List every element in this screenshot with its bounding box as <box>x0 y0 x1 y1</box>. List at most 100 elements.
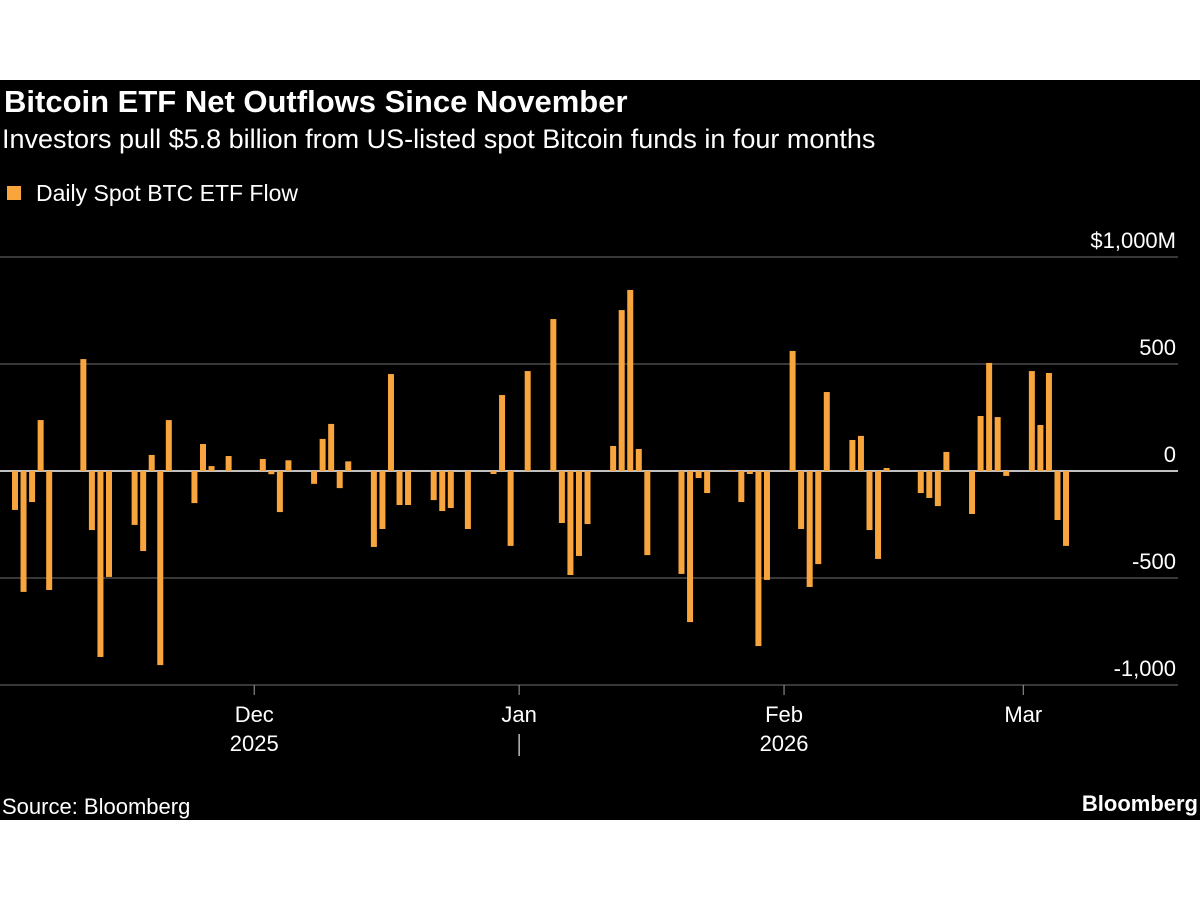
bar <box>12 471 18 510</box>
bar <box>148 454 155 471</box>
bar <box>806 471 813 587</box>
brand: Bloomberg <box>1082 791 1198 816</box>
bar <box>387 374 394 471</box>
bar <box>20 471 27 592</box>
bar <box>704 471 711 494</box>
bar <box>1045 372 1052 471</box>
bar <box>558 471 565 524</box>
bar <box>311 471 318 484</box>
bar <box>977 416 984 471</box>
y-tick-label: 500 <box>1139 335 1176 360</box>
bar <box>336 471 343 489</box>
source: Source: Bloomberg <box>2 794 190 819</box>
bar <box>1028 371 1035 471</box>
bar <box>627 289 634 471</box>
legend-label: Daily Spot BTC ETF Flow <box>36 180 298 206</box>
bar <box>584 471 591 525</box>
bar <box>866 471 873 531</box>
bar <box>208 466 215 471</box>
bar <box>46 471 53 590</box>
chart-title: Bitcoin ETF Net Outflows Since November <box>4 84 628 119</box>
bar <box>131 471 138 525</box>
bar <box>738 471 745 503</box>
bar <box>763 471 770 580</box>
bar <box>575 471 582 556</box>
bar <box>934 471 941 507</box>
bar <box>276 471 283 513</box>
bar <box>105 471 112 577</box>
y-tick-label: $1,000M <box>1090 228 1176 253</box>
x-tick-label: Feb <box>765 702 803 727</box>
bar <box>225 456 232 471</box>
bar <box>823 392 830 471</box>
bar <box>687 471 694 623</box>
bar <box>798 471 805 529</box>
bar <box>29 471 36 503</box>
bar <box>396 471 403 506</box>
bar <box>849 439 856 471</box>
bar <box>678 471 685 574</box>
x-tick-label: Mar <box>1004 702 1042 727</box>
bar <box>345 461 352 471</box>
y-tick-label: -500 <box>1132 549 1176 574</box>
bar <box>499 395 506 471</box>
bar <box>550 319 557 471</box>
year-label: 2026 <box>760 731 809 756</box>
x-tick-label: Dec <box>235 702 274 727</box>
bar <box>815 471 822 565</box>
bar <box>755 471 762 647</box>
legend-swatch <box>7 186 21 200</box>
bar <box>969 471 976 515</box>
bar <box>746 471 753 474</box>
bar <box>405 471 412 506</box>
bar <box>37 420 44 471</box>
bar <box>370 471 377 547</box>
bar <box>986 362 993 471</box>
bar <box>567 471 574 576</box>
bar <box>379 471 386 529</box>
bar <box>917 471 924 494</box>
bar <box>644 471 651 556</box>
bar <box>199 444 206 471</box>
bar <box>524 371 531 471</box>
bar <box>789 350 796 471</box>
y-tick-label: -1,000 <box>1114 656 1176 681</box>
y-tick-label: 0 <box>1164 442 1176 467</box>
bar <box>319 438 326 471</box>
bar <box>883 468 890 471</box>
bar <box>439 471 446 512</box>
bar <box>507 471 514 546</box>
bar <box>464 471 471 529</box>
bar <box>926 471 933 498</box>
bar <box>191 471 198 504</box>
bar <box>80 359 87 471</box>
bar <box>157 471 164 666</box>
bar <box>635 448 642 471</box>
year-label: 2025 <box>230 731 279 756</box>
bar <box>328 423 335 471</box>
bar <box>165 420 172 471</box>
bar <box>268 471 275 475</box>
bar <box>1063 471 1070 546</box>
bar <box>97 471 104 657</box>
bar <box>490 471 497 474</box>
bar <box>447 471 454 509</box>
bar <box>285 460 292 471</box>
bar <box>1003 471 1010 476</box>
bar <box>618 310 625 471</box>
bar <box>875 471 882 559</box>
bar <box>729 469 736 471</box>
bar <box>1037 424 1044 471</box>
chart-subtitle: Investors pull $5.8 billion from US-list… <box>2 124 875 154</box>
bar <box>430 471 437 501</box>
bar <box>140 471 147 552</box>
bar <box>943 451 950 471</box>
bar <box>994 417 1001 471</box>
bar <box>259 459 266 471</box>
bar <box>1054 471 1061 521</box>
bar <box>695 471 702 479</box>
bar <box>857 435 864 471</box>
bar <box>610 445 617 471</box>
